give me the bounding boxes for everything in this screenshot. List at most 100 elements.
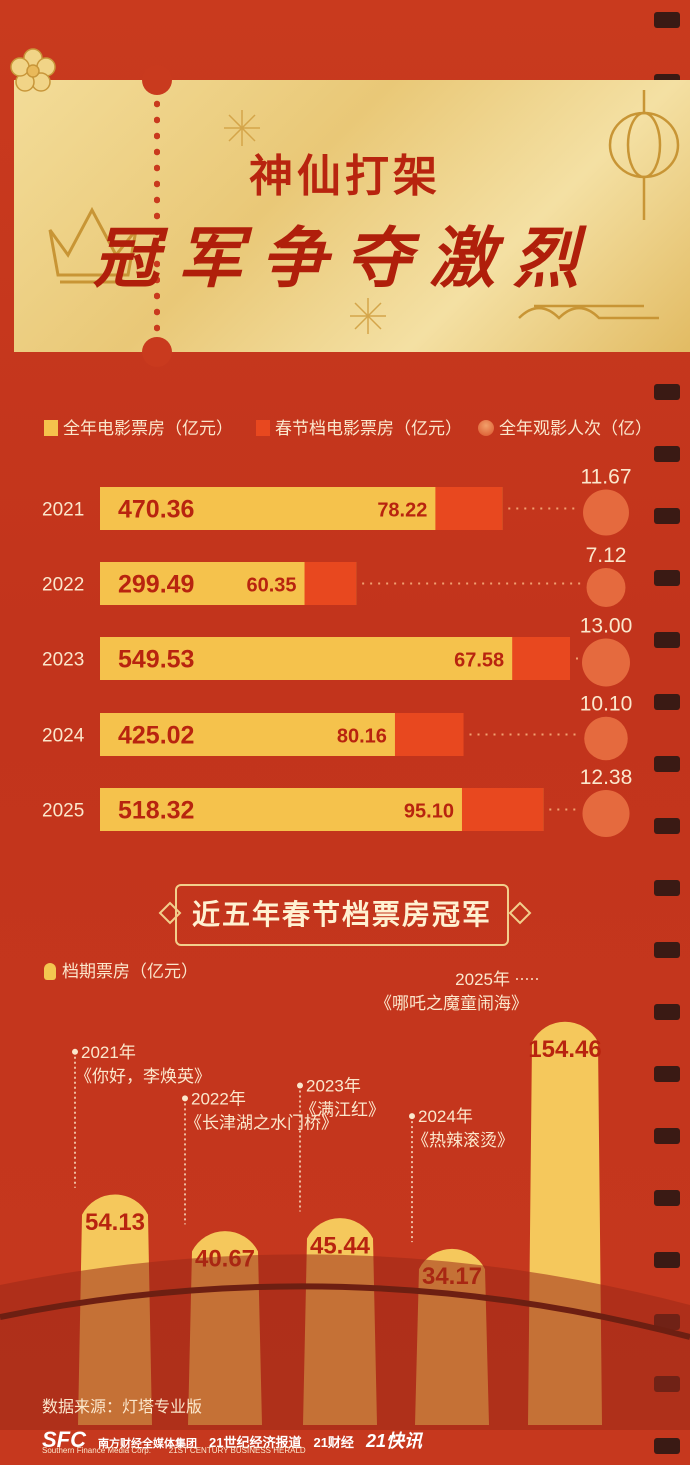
firework-icon: [224, 110, 260, 146]
film-hole: [654, 570, 680, 586]
year-label: 2025: [42, 801, 84, 822]
logo-21cbh: 21世纪经济报道: [209, 1435, 302, 1450]
film-hole: [654, 632, 680, 648]
logo-21caijing: 21财经: [313, 1435, 354, 1450]
logo-sfc-cn: 南方财经全媒体集团: [98, 1438, 197, 1450]
legend-swatch-annual: [44, 420, 58, 436]
film-hole: [654, 12, 680, 28]
ticket-notch: [142, 65, 172, 95]
year-label: 2024: [42, 726, 85, 747]
spring-value-label: 80.16: [337, 726, 387, 748]
annual-value-label: 518.32: [118, 797, 194, 825]
champion-unit-label: 档期票房（亿元）: [44, 957, 198, 982]
champion-year-label: 2021年: [81, 1043, 136, 1062]
ticket-notch: [142, 337, 172, 367]
champion-year-label: 2025年: [455, 970, 510, 989]
champion-film-label: 《满江红》: [300, 1100, 385, 1119]
legend-label-spring: 春节档电影票房（亿元）: [275, 419, 462, 438]
film-hole: [654, 446, 680, 462]
box-office-bar-chart: 2021 470.36 78.22 11.67 2022 299.49 60.35 7.12 2…: [42, 466, 633, 838]
champion-year-label: 2022年: [191, 1089, 246, 1108]
audience-bubble: [583, 489, 629, 536]
header-ticket: [14, 65, 690, 367]
film-hole: [654, 1066, 680, 1082]
publisher-logos: SFC 南方财经全媒体集团 21世纪经济报道 21财经 21快讯: [42, 1427, 434, 1453]
film-hole: [654, 1438, 680, 1454]
bulb-icon: [44, 963, 56, 980]
film-hole: [654, 1128, 680, 1144]
champion-film-label: 《你好，李焕英》: [75, 1067, 211, 1086]
plum-flower-icon: [10, 48, 56, 92]
annual-bar: [100, 637, 570, 680]
champion-film-label: 《热辣滚烫》: [412, 1131, 514, 1150]
annual-bar: [100, 487, 503, 530]
film-hole: [654, 818, 680, 834]
film-hole: [654, 384, 680, 400]
spring-value-label: 60.35: [246, 575, 296, 597]
year-label: 2022: [42, 575, 84, 596]
legend-audience: 全年观影人次（亿）: [478, 414, 652, 439]
film-hole: [654, 756, 680, 772]
spring-bar: [435, 487, 503, 530]
spring-bar: [394, 713, 464, 756]
ticket-perforation: [154, 80, 160, 352]
champion-value-label: 54.13: [85, 1209, 145, 1236]
champion-section-title: 近五年春节档票房冠军: [175, 884, 509, 946]
audience-bubble: [582, 638, 630, 687]
film-hole: [654, 1252, 680, 1268]
film-hole: [654, 508, 680, 524]
logo-21kuaixun: 21快讯: [365, 1431, 422, 1451]
film-hole: [654, 694, 680, 710]
spring-value-label: 67.58: [454, 650, 504, 672]
spring-bar: [461, 788, 544, 831]
champion-year-label: 2024年: [418, 1107, 473, 1126]
label-dot: [297, 1082, 303, 1089]
audience-value-label: 10.10: [580, 693, 633, 716]
film-hole: [654, 880, 680, 896]
audience-bubble: [586, 568, 626, 607]
data-source: 数据来源：灯塔专业版: [42, 1399, 203, 1416]
spring-bar: [512, 637, 570, 680]
annual-value-label: 425.02: [118, 722, 194, 750]
crown-icon: [48, 206, 138, 284]
legend-annual: 全年电影票房（亿元）: [44, 414, 233, 439]
champion-film-label: 《长津湖之水门桥》: [185, 1113, 338, 1132]
spring-value-label: 95.10: [404, 801, 454, 823]
stage-arc-line: [0, 1283, 690, 1340]
legend-swatch-spring: [256, 420, 270, 436]
annual-value-label: 470.36: [118, 496, 194, 524]
champion-film-label: 《哪吒之魔童闹海》: [375, 994, 528, 1013]
cloud-icon: [518, 304, 659, 320]
legend-label-audience: 全年观影人次（亿）: [499, 419, 652, 438]
champion-unit-text: 档期票房（亿元）: [62, 962, 198, 981]
film-hole: [654, 1190, 680, 1206]
year-label: 2023: [42, 650, 84, 671]
firework-icon: [350, 298, 386, 334]
lantern-icon: [608, 90, 680, 220]
audience-bubble: [584, 716, 628, 761]
section-title-ornaments: [158, 901, 532, 925]
film-hole: [654, 1004, 680, 1020]
annual-value-label: 299.49: [118, 571, 194, 599]
label-dot: [182, 1095, 188, 1102]
logo-subtitles: Southern Finance Media Corp. 21ST CENTUR…: [42, 1446, 306, 1455]
spring-value-label: 78.22: [377, 500, 427, 522]
film-hole: [654, 942, 680, 958]
legend-spring: 春节档电影票房（亿元）: [256, 414, 462, 439]
audience-bubble: [582, 789, 630, 838]
audience-value-label: 12.38: [580, 766, 633, 789]
ticket-ornaments: [48, 90, 680, 334]
audience-value-label: 7.12: [586, 544, 627, 567]
stage-arc: [0, 1254, 690, 1430]
audience-value-label: 13.00: [580, 615, 633, 638]
legend-label-annual: 全年电影票房（亿元）: [63, 419, 233, 438]
champion-value-label: 154.46: [528, 1036, 601, 1063]
audience-value-label: 11.67: [581, 466, 632, 489]
logo-sfc: SFC: [42, 1427, 86, 1452]
legend-dot-audience: [478, 420, 494, 436]
champion-chart: 54.132021年《你好，李焕英》40.672022年《长津湖之水门桥》45.…: [0, 970, 690, 1430]
spring-bar: [304, 562, 357, 605]
logo-21cbh-en: 21ST CENTURY BUSINESS HERALD: [168, 1446, 306, 1455]
champion-year-label: 2023年: [306, 1076, 361, 1095]
annual-value-label: 549.53: [118, 646, 194, 674]
